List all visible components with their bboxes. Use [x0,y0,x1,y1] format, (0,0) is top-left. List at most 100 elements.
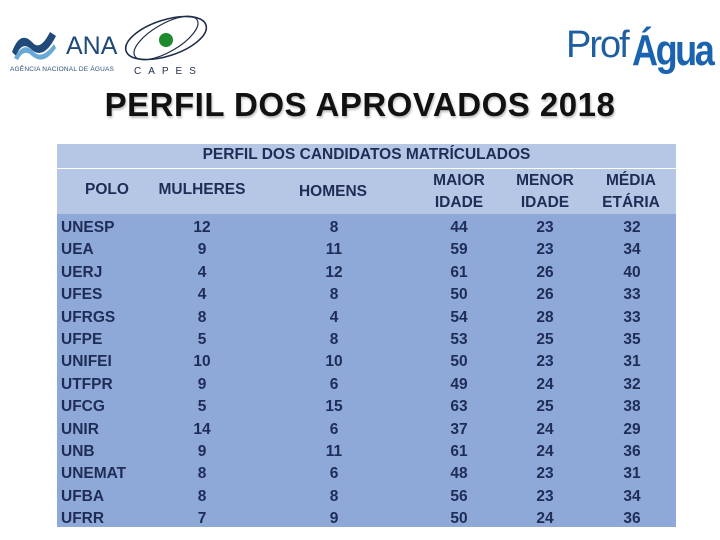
header-menor-idade-line2: IDADE [520,194,570,211]
cell-polo: UTFPR [61,375,113,393]
cell-menor-idade: 24 [536,443,554,460]
header-polo: POLO [85,181,129,198]
cell-mulheres: 9 [197,375,207,393]
cell-polo: UNB [61,443,95,460]
ana-logo: ANA AGÊNCIA NACIONAL DE ÁGUAS [10,14,122,80]
cell-maior-idade: 61 [450,263,468,281]
cell-mulheres: 8 [197,487,207,505]
cell-maior-idade: 50 [450,510,468,528]
cell-maior-idade: 49 [450,375,468,393]
cell-media-etaria: 36 [623,443,641,460]
page-title: PERFIL DOS APROVADOS 2018 [104,86,616,123]
cell-maior-idade: 59 [450,241,468,259]
cell-homens: 6 [329,465,339,483]
cell-mulheres: 5 [197,398,207,416]
cell-menor-idade: 28 [536,308,554,326]
cell-media-etaria: 33 [623,286,641,304]
profagua-logo: Prof Água [566,14,715,82]
cell-media-etaria: 36 [623,510,641,528]
cell-homens: 11 [325,241,343,259]
cell-menor-idade: 24 [536,375,554,393]
header-mulheres: MULHERES [158,181,246,198]
cell-polo: UNIR [61,420,99,438]
cell-homens: 15 [325,398,343,416]
cell-media-etaria: 32 [623,375,641,393]
ana-logo-text: ANA [66,32,118,60]
table-header: PERFIL DOS CANDIDATOS MATRÍCULADOS POLO … [57,144,676,214]
cell-maior-idade: 44 [450,219,468,236]
cell-mulheres: 10 [193,353,211,371]
cell-mulheres: 8 [197,465,207,483]
cell-mulheres: 4 [197,286,207,304]
capes-orbit-icon [124,15,208,61]
cell-menor-idade: 23 [536,353,554,371]
cell-polo: UFCG [61,398,105,416]
cell-media-etaria: 38 [623,398,641,416]
cell-media-etaria: 35 [623,331,641,348]
cell-mulheres: 7 [197,510,207,528]
header-maior-idade-line2: IDADE [434,194,484,211]
cell-maior-idade: 50 [450,286,468,304]
cell-homens: 9 [329,510,339,528]
cell-polo: UNEMAT [61,465,127,483]
profile-table: PERFIL DOS CANDIDATOS MATRÍCULADOS POLO … [57,144,676,527]
cell-menor-idade: 26 [536,263,554,281]
cell-mulheres: 12 [193,219,211,236]
cell-maior-idade: 61 [450,443,468,460]
capes-logo-text: CAPES [134,66,203,77]
table-caption: PERFIL DOS CANDIDATOS MATRÍCULADOS [202,146,531,163]
cell-menor-idade: 24 [536,420,554,438]
profagua-suffix: Água [632,26,715,75]
cell-homens: 8 [329,331,339,348]
ana-logo-subtitle: AGÊNCIA NACIONAL DE ÁGUAS [10,66,115,73]
cell-polo: UFBA [61,487,105,505]
cell-maior-idade: 63 [450,398,468,416]
cell-menor-idade: 26 [536,286,554,304]
cell-homens: 8 [329,286,339,304]
header-homens: HOMENS [298,183,368,200]
cell-mulheres: 5 [197,331,207,348]
cell-media-etaria: 31 [623,465,641,483]
cell-polo: UFRGS [61,308,116,326]
cell-mulheres: 9 [197,443,207,460]
header-menor-idade-line1: MENOR [516,172,574,189]
cell-menor-idade: 23 [536,219,554,236]
cell-homens: 8 [329,487,339,505]
cell-media-etaria: 29 [623,420,641,438]
cell-polo: UNESP [61,219,115,236]
cell-media-etaria: 34 [623,487,641,505]
cell-homens: 6 [329,375,339,393]
cell-maior-idade: 37 [450,420,468,438]
cell-homens: 11 [325,443,343,460]
cell-mulheres: 9 [197,241,207,259]
cell-media-etaria: 40 [623,263,641,281]
cell-homens: 4 [329,308,339,326]
cell-homens: 12 [325,263,343,281]
cell-maior-idade: 50 [450,353,468,371]
ana-wave-icon [12,32,56,60]
cell-maior-idade: 54 [450,308,468,326]
cell-maior-idade: 48 [450,465,468,483]
cell-maior-idade: 56 [450,487,468,505]
cell-homens: 6 [329,420,339,438]
cell-polo: UNIFEI [61,353,112,371]
cell-media-etaria: 33 [623,308,641,326]
cell-mulheres: 4 [197,263,207,281]
cell-polo: UFRR [61,510,105,528]
cell-menor-idade: 25 [536,398,554,416]
cell-polo: UEA [61,241,94,259]
cell-menor-idade: 23 [536,465,554,483]
cell-menor-idade: 25 [536,331,554,348]
cell-polo: UFES [61,286,103,304]
cell-homens: 10 [325,353,343,371]
cell-menor-idade: 23 [536,487,554,505]
caption-divider [57,168,676,169]
cell-homens: 8 [329,219,339,236]
cell-media-etaria: 31 [623,353,641,371]
header-maior-idade-line1: MAIOR [433,172,485,189]
cell-media-etaria: 32 [623,219,641,236]
cell-polo: UERJ [61,263,103,281]
header-media-etaria-line2: ETÁRIA [602,194,660,211]
cell-polo: UFPE [61,331,103,348]
cell-mulheres: 14 [193,420,211,438]
